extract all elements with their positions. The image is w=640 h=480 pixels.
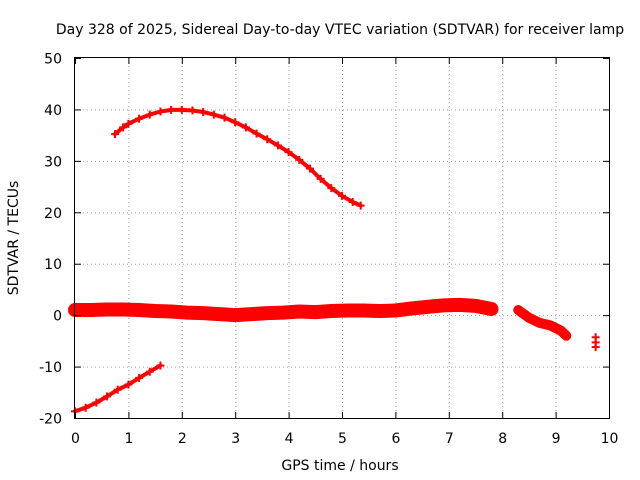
x-tick-label: 8 — [498, 431, 507, 447]
x-tick-label: 5 — [338, 431, 347, 447]
data-point — [81, 403, 90, 412]
data-point — [305, 164, 314, 173]
data-point — [215, 310, 224, 319]
y-tick-label: -10 — [39, 360, 62, 376]
data-point — [220, 113, 229, 122]
y-tick-label: -20 — [39, 412, 62, 428]
data-point — [273, 141, 282, 150]
data-point — [375, 307, 384, 316]
plot-frame — [74, 57, 610, 419]
chart-title: Day 328 of 2025, Sidereal Day-to-day VTE… — [56, 22, 624, 38]
data-point — [119, 305, 128, 314]
data-point — [311, 308, 320, 317]
x-tick-label: 9 — [552, 431, 561, 447]
data-point — [348, 198, 357, 206]
data-point — [135, 373, 144, 382]
y-tick-label: 50 — [44, 52, 62, 68]
data-point — [231, 118, 240, 127]
x-tick-label: 4 — [285, 431, 294, 447]
data-point — [546, 321, 555, 330]
data-point — [524, 313, 533, 322]
data-point — [135, 114, 144, 123]
data-point — [183, 308, 192, 317]
x-tick-label: 0 — [71, 431, 80, 447]
data-point — [407, 304, 416, 313]
data-point — [156, 107, 165, 116]
data-point — [199, 309, 208, 318]
y-tick-labels: -20 -10 0 10 20 30 40 50 — [39, 52, 62, 428]
x-tick-label: 7 — [445, 431, 454, 447]
data-point — [241, 123, 250, 132]
data-point — [167, 105, 176, 114]
data-point — [177, 105, 186, 114]
data-point — [145, 367, 154, 376]
data-point — [103, 305, 112, 314]
data-point — [111, 130, 120, 139]
data-point — [343, 306, 352, 315]
data-point — [124, 380, 133, 389]
data-point — [145, 110, 154, 119]
data-point — [151, 307, 160, 316]
data-point — [514, 306, 523, 314]
x-tick-label: 2 — [178, 431, 187, 447]
data-point — [124, 119, 133, 128]
data-point — [556, 326, 565, 335]
data-point — [188, 106, 197, 115]
data-point — [316, 174, 325, 183]
data-point — [284, 148, 293, 157]
data-point — [167, 307, 176, 316]
data-point — [327, 184, 336, 193]
data-point — [562, 331, 571, 340]
data-point — [199, 108, 208, 116]
data-series — [68, 105, 600, 416]
data-point — [327, 307, 336, 316]
data-point — [591, 343, 600, 352]
data-point — [135, 306, 144, 314]
y-tick-label: 40 — [44, 103, 62, 119]
axis-ticks — [75, 58, 610, 419]
y-tick-label: 20 — [44, 206, 62, 222]
y-tick-label: 30 — [44, 154, 62, 170]
y-tick-label: 10 — [44, 257, 62, 273]
data-point — [252, 129, 261, 138]
data-point — [247, 310, 256, 319]
data-point — [263, 135, 272, 144]
data-point — [156, 361, 165, 370]
x-tick-label: 10 — [601, 431, 619, 447]
data-point — [279, 308, 288, 317]
data-point — [338, 191, 346, 200]
data-point — [231, 311, 240, 320]
y-tick-label: 0 — [53, 309, 62, 325]
data-point — [535, 318, 544, 327]
data-point — [439, 301, 448, 310]
data-point — [487, 304, 496, 313]
data-point — [87, 306, 96, 314]
x-tick-label: 3 — [231, 431, 240, 447]
data-point — [356, 201, 365, 210]
x-tick-label: 6 — [391, 431, 400, 447]
series-path — [113, 107, 363, 208]
data-point — [209, 110, 218, 119]
data-point — [295, 155, 304, 164]
data-point — [103, 392, 112, 401]
data-point — [391, 306, 400, 315]
data-point — [92, 398, 101, 407]
data-point — [113, 385, 122, 394]
data-point — [295, 307, 304, 316]
data-point — [263, 309, 272, 318]
data-point — [423, 302, 432, 311]
x-axis-label: GPS time / hours — [281, 458, 398, 474]
data-point — [359, 306, 368, 315]
x-tick-label: 1 — [124, 431, 133, 447]
data-point — [471, 301, 480, 310]
data-point — [455, 300, 464, 309]
data-point — [119, 123, 128, 132]
y-axis-label: SDTVAR / TECUs — [6, 181, 22, 296]
x-tick-labels: 0 1 2 3 4 5 6 7 8 9 10 — [71, 431, 618, 447]
